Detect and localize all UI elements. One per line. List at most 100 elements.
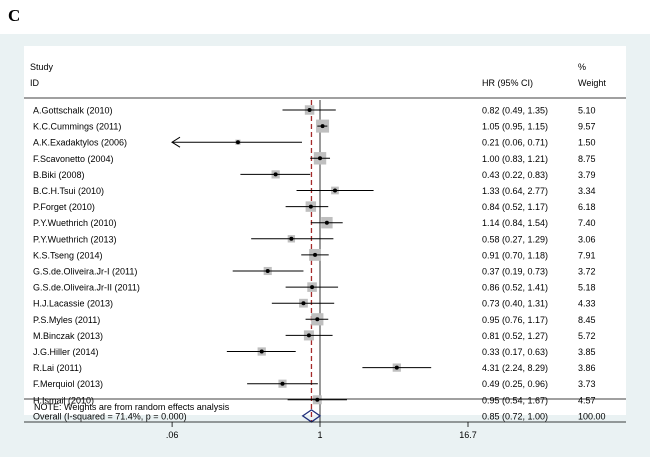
study-name: P.S.Myles (2011) — [33, 315, 100, 325]
study-name: G.S.de.Oliveira.Jr-II (2011) — [33, 283, 140, 293]
point-estimate — [318, 156, 322, 161]
study-name: F.Scavonetto (2004) — [33, 154, 114, 164]
point-estimate — [280, 381, 285, 386]
x-tick-label: 16.7 — [459, 430, 477, 440]
header-percent: % — [578, 62, 586, 72]
point-estimate — [289, 236, 294, 241]
study-row: P.Y.Wuethrich (2010) 1.14 (0.84, 1.54) 7.4… — [33, 216, 596, 229]
overall-row: Overall (I-squared = 71.4%, p = 0.000) 0.… — [33, 409, 606, 423]
study-name: A.K.Exadaktylos (2006) — [33, 138, 127, 148]
panel-letter: C — [8, 6, 21, 25]
plot-area: Study ID HR (95% CI) % Weight A.Gottscha… — [0, 34, 650, 457]
ci-text: 0.43 (0.22, 0.83) — [482, 170, 548, 180]
x-tick-label: 1 — [317, 430, 322, 440]
point-estimate — [315, 317, 320, 322]
study-row: G.S.de.Oliveira.Jr-I (2011) 0.37 (0.19, 0… — [33, 267, 596, 277]
ci-text: 1.05 (0.95, 1.15) — [482, 122, 548, 132]
point-estimate — [310, 285, 315, 290]
study-row: J.G.Hiller (2014) 0.33 (0.17, 0.63) 3.85 — [33, 347, 596, 357]
weight-text: 3.86 — [578, 363, 596, 373]
study-name: K.C.Cummings (2011) — [33, 122, 121, 132]
forest-marks: A.Gottschalk (2010) 0.82 (0.49, 1.35) 5.10… — [33, 100, 606, 423]
study-name: B.C.H.Tsui (2010) — [33, 186, 104, 196]
point-estimate — [301, 301, 306, 306]
point-estimate — [313, 252, 318, 257]
weight-text: 7.40 — [578, 218, 596, 228]
study-row: P.Y.Wuethrich (2013) 0.58 (0.27, 1.29) 3.0… — [33, 234, 596, 244]
weight-text: 3.79 — [578, 170, 596, 180]
ci-text: 0.95 (0.76, 1.17) — [482, 315, 548, 325]
study-row: F.Merquiol (2013) 0.49 (0.25, 0.96) 3.73 — [33, 379, 596, 389]
study-name: R.Lai (2011) — [33, 363, 82, 373]
plot-frame — [24, 46, 626, 415]
study-name: H.J.Lacassie (2013) — [33, 299, 113, 309]
point-estimate — [320, 124, 325, 129]
point-estimate — [308, 204, 313, 209]
ci-arrow — [171, 136, 181, 148]
ci-text: 0.82 (0.49, 1.35) — [482, 106, 548, 116]
point-estimate — [315, 397, 320, 402]
ci-text: 0.58 (0.27, 1.29) — [482, 234, 548, 244]
study-name: P.Y.Wuethrich (2010) — [33, 218, 117, 228]
study-name: A.Gottschalk (2010) — [33, 106, 113, 116]
study-row: K.C.Cummings (2011) 1.05 (0.95, 1.15) 9.57 — [33, 119, 596, 133]
study-row: B.Biki (2008) 0.43 (0.22, 0.83) 3.79 — [33, 170, 596, 180]
weight-text: 3.85 — [578, 347, 596, 357]
study-row: A.Gottschalk (2010) 0.82 (0.49, 1.35) 5.10 — [33, 105, 596, 116]
x-tick-label: .06 — [166, 430, 179, 440]
weight-text: 9.57 — [578, 122, 596, 132]
point-estimate — [332, 188, 337, 193]
weight-text: 3.72 — [578, 267, 596, 277]
ci-text: 0.33 (0.17, 0.63) — [482, 347, 548, 357]
study-name: P.Y.Wuethrich (2013) — [33, 234, 117, 244]
study-row: K.S.Tseng (2014) 0.91 (0.70, 1.18) 7.91 — [33, 248, 596, 261]
weight-text: 5.72 — [578, 331, 596, 341]
ci-text: 1.14 (0.84, 1.54) — [482, 218, 548, 228]
study-row: H.J.Lacassie (2013) 0.73 (0.40, 1.31) 4.33 — [33, 299, 596, 309]
study-name: K.S.Tseng (2014) — [33, 250, 103, 260]
point-estimate — [235, 140, 240, 145]
point-estimate — [273, 172, 278, 177]
ci-text: 0.84 (0.52, 1.17) — [482, 202, 548, 212]
study-name: F.Merquiol (2013) — [33, 379, 103, 389]
weight-text: 3.73 — [578, 379, 596, 389]
study-name: M.Binczak (2013) — [33, 331, 103, 341]
weight-text: 4.33 — [578, 299, 596, 309]
forest-plot: Study ID HR (95% CI) % Weight A.Gottscha… — [24, 46, 626, 440]
study-row: M.Binczak (2013) 0.81 (0.52, 1.27) 5.72 — [33, 330, 596, 341]
weight-text: 7.91 — [578, 250, 596, 260]
ci-text: 0.73 (0.40, 1.31) — [482, 299, 548, 309]
overall-ci-text: 0.85 (0.72, 1.00) — [482, 411, 548, 421]
x-axis: .06 1 16.7 — [24, 421, 626, 440]
study-name: P.Forget (2010) — [33, 202, 95, 212]
ci-text: 0.95 (0.54, 1.67) — [482, 395, 548, 405]
header-id: ID — [30, 78, 40, 88]
point-estimate — [307, 108, 312, 112]
ci-text: 0.49 (0.25, 0.96) — [482, 379, 548, 389]
study-row: P.S.Myles (2011) 0.95 (0.76, 1.17) 8.45 — [33, 313, 596, 326]
weight-text: 8.75 — [578, 154, 596, 164]
point-estimate — [324, 220, 329, 225]
weights-note: NOTE: Weights are from random effects an… — [34, 402, 230, 412]
ci-text: 0.81 (0.52, 1.27) — [482, 331, 548, 341]
study-name: J.G.Hiller (2014) — [33, 347, 99, 357]
point-estimate — [259, 349, 264, 354]
header-hr: HR (95% CI) — [482, 78, 533, 88]
study-row: G.S.de.Oliveira.Jr-II (2011) 0.86 (0.52, … — [33, 282, 596, 293]
weight-text: 5.18 — [578, 283, 596, 293]
weight-text: 8.45 — [578, 315, 596, 325]
weight-text: 4.57 — [578, 395, 596, 405]
study-row: R.Lai (2011) 4.31 (2.24, 8.29) 3.86 — [33, 363, 596, 373]
weight-text: 1.50 — [578, 138, 596, 148]
ci-text: 0.21 (0.06, 0.71) — [482, 138, 548, 148]
study-name: G.S.de.Oliveira.Jr-I (2011) — [33, 267, 137, 277]
weight-text: 6.18 — [578, 202, 596, 212]
study-row: F.Scavonetto (2004) 1.00 (0.83, 1.21) 8.75 — [33, 152, 596, 165]
overall-label: Overall (I-squared = 71.4%, p = 0.000) — [33, 411, 187, 421]
weight-text: 3.34 — [578, 186, 596, 196]
study-row: B.C.H.Tsui (2010) 1.33 (0.64, 2.77) 3.34 — [33, 186, 596, 196]
ci-text: 1.00 (0.83, 1.21) — [482, 154, 548, 164]
weight-text: 3.06 — [578, 234, 596, 244]
weight-text: 5.10 — [578, 106, 596, 116]
study-row: A.K.Exadaktylos (2006) 0.21 (0.06, 0.71) 1… — [33, 136, 596, 148]
